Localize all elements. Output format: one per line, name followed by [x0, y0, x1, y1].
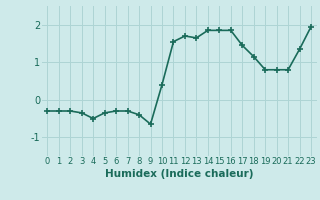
X-axis label: Humidex (Indice chaleur): Humidex (Indice chaleur) — [105, 169, 253, 179]
